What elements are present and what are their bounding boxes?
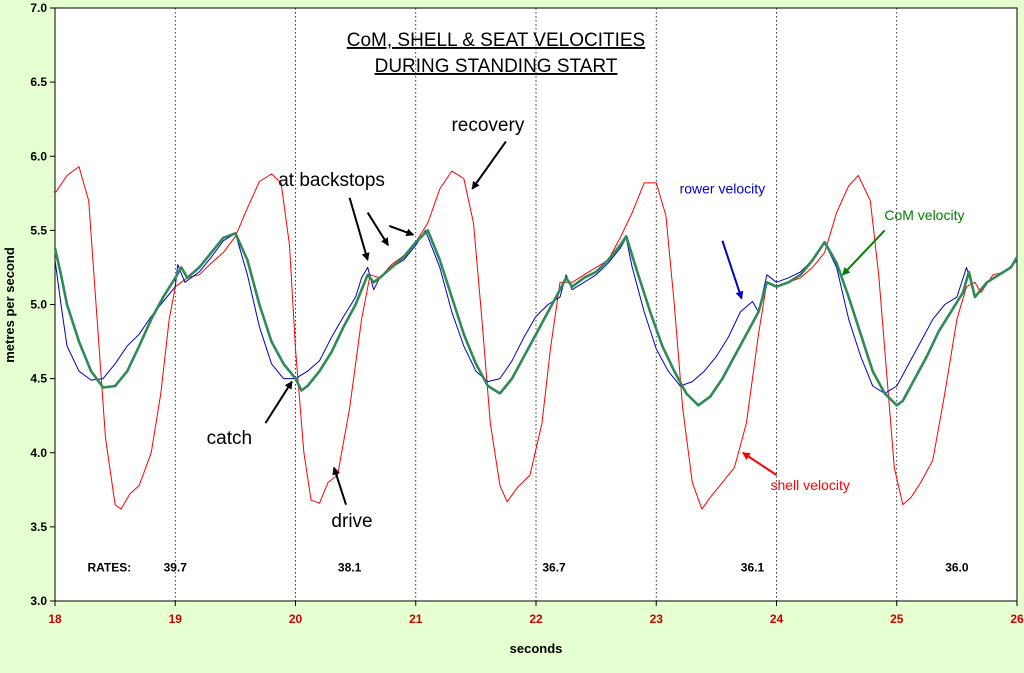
y-tick-label: 5.5 [30,223,47,237]
x-tick-label: 22 [529,612,543,626]
chart-title-line-2: DURING STANDING START [375,56,618,77]
grid [174,8,898,601]
y-tick-label: 3.5 [30,520,47,534]
series-layer [53,166,1019,510]
annotations: recovery at backstops catch drive rower velo… [207,115,965,532]
y-tick-label: 5.0 [30,298,47,312]
x-tick-label: 24 [770,612,784,626]
y-axis-label: metres per second [2,247,17,363]
at-backstops-annotation: at backstops [278,170,385,191]
y-tick-label: 4.5 [30,372,47,386]
rate-value: 39.7 [164,560,188,574]
chart-title-line-1: CoM, SHELL & SEAT VELOCITIES [347,30,645,51]
rower-velocity-arrow [721,240,744,300]
recovery-arrow [471,140,507,190]
rates-label: RATES: [87,560,131,574]
drive-arrow [332,466,347,505]
x-tick-label: 23 [650,612,664,626]
at-backstops-arrow [366,212,389,247]
y-tick-label: 6.5 [30,75,47,89]
rate-value: 36.1 [741,560,765,574]
com-velocity-line [53,229,1019,407]
y-tick-label: 6.0 [30,149,47,163]
x-tick-label: 25 [890,612,904,626]
at-backstops-arrow [388,224,415,237]
rates: RATES: 39.7 38.1 36.7 36.1 36.0 [87,560,968,574]
catch-arrow [264,380,293,424]
shell-velocity-line [54,166,1018,510]
x-tick-label: 20 [289,612,303,626]
axes: 18 19 20 21 22 23 24 25 26 3.0 3.5 4.0 4.5 5.0 5.5 6.0 6… [30,1,1024,626]
y-tick-label: 3.0 [30,594,47,608]
shell-velocity-arrow [741,451,778,476]
com-velocity-annotation: CoM velocity [884,207,964,223]
y-tick-label: 4.0 [30,446,47,460]
rate-value: 36.0 [945,560,969,574]
rower-velocity-annotation: rower velocity [680,180,766,196]
rate-value: 36.7 [542,560,566,574]
com-velocity-arrow [841,229,886,276]
x-tick-label: 19 [169,612,183,626]
catch-annotation: catch [207,428,252,449]
drive-annotation: drive [331,511,372,532]
rower-velocity-line [54,229,1018,394]
recovery-annotation: recovery [451,115,524,136]
x-tick-label: 18 [48,612,62,626]
x-tick-label: 21 [409,612,423,626]
x-axis-label: seconds [510,641,563,656]
rate-value: 38.1 [338,560,362,574]
at-backstops-arrow [348,197,370,261]
shell-velocity-annotation: shell velocity [770,477,849,493]
y-tick-label: 7.0 [30,1,47,15]
x-tick-label: 26 [1010,612,1024,626]
